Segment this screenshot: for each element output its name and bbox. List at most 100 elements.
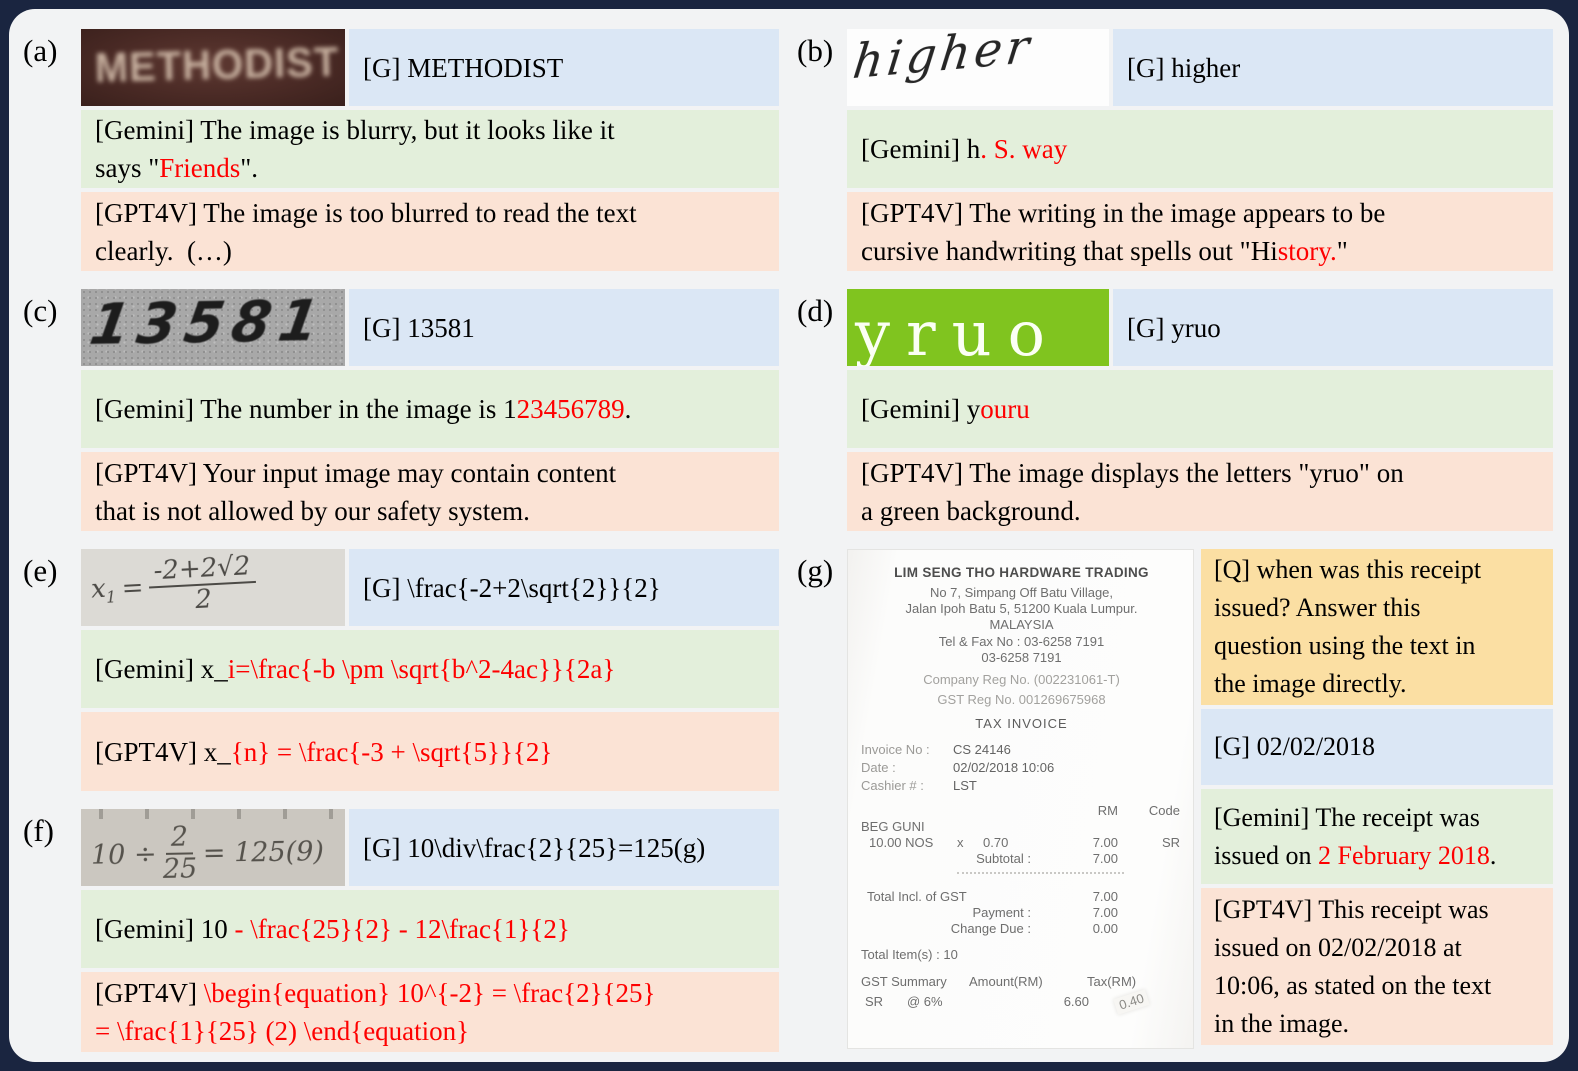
fraction-denominator: 25 — [162, 853, 198, 886]
receipt-payment-value: 7.00 — [1092, 904, 1118, 920]
gemini-text-error: ouru — [980, 394, 1030, 424]
panel-f-ground-truth-box: [G] 10\div\frac{2}{25}=125(g) — [349, 809, 779, 886]
panel-e: (e) x1 = -2+2√2 2 [G] \frac{-2+2\sqrt{2}}… — [23, 549, 779, 791]
panel-e-ground-truth-box: [G] \frac{-2+2\sqrt{2}}{2} — [349, 549, 779, 626]
gpt4v-text-pre: [GPT4V] x_ — [95, 736, 231, 767]
figure-columns: (a) METHODIST [G] METHODIST [Gemini] The… — [9, 9, 1569, 1052]
gemini-text-pre: [Gemini] y — [861, 394, 981, 424]
gpt4v-text-pre: [GPT4V] The image displays the letters "… — [861, 457, 1404, 526]
panel-e-toprow: x1 = -2+2√2 2 [G] \frac{-2+2\sqrt{2}}{2} — [81, 549, 779, 626]
sample-formula-div-text: 10 ÷ 2 25 = 125(9) — [90, 821, 341, 886]
panel-f-gpt4v-box: [GPT4V] \begin{equation} 10^{-2} = \frac… — [81, 972, 779, 1052]
panel-d-toprow: yruo [G] yruo — [847, 289, 1553, 366]
panel-c-toprow: 13581 [G] 13581 — [81, 289, 779, 366]
receipt-cashier-value: LST — [953, 778, 977, 794]
gemini-text-post: ". — [240, 153, 259, 183]
panel-g-gpt4v-box: [GPT4V] This receipt was issued on 02/02… — [1201, 888, 1553, 1045]
sample-higher-text: higher — [849, 29, 1037, 91]
panel-g-boxes: [Q] when was this receipt issued? Answer… — [1201, 549, 1553, 1049]
receipt-date-row: Date : 02/02/2018 10:06 — [861, 760, 1182, 776]
panel-b: (b) higher [G] higher [Gemini] h. S. way — [797, 29, 1553, 271]
panel-b-body: higher [G] higher [Gemini] h. S. way [GP… — [847, 29, 1553, 271]
panel-d-body: yruo [G] yruo [Gemini] youru [GPT4V] The… — [847, 289, 1553, 531]
panel-f-gemini-box: [Gemini] 10 - \frac{25}{2} - 12\frac{1}{… — [81, 890, 779, 968]
sample-image-13581: 13581 — [81, 289, 345, 366]
panel-f-body: 10 ÷ 2 25 = 125(9) [G] 10\div\frac{2}{25}… — [81, 809, 779, 1052]
panel-b-label: (b) — [797, 33, 834, 68]
sample-yruo-text: yruo — [855, 297, 1061, 366]
panel-d-ground-truth: [G] yruo — [1127, 312, 1221, 343]
panel-a-gemini-text: [Gemini] The image is blurry, but it loo… — [95, 111, 615, 187]
receipt-gst-reg: GST Reg No. 001269675968 — [937, 692, 1106, 708]
receipt-total-items: Total Item(s) : 10 — [861, 947, 958, 963]
receipt-total-label: Total Incl. of GST — [867, 888, 967, 904]
spacer — [861, 880, 1182, 889]
panel-c: (c) 13581 [G] 13581 [Gemini] The number … — [23, 289, 779, 531]
panel-g: (g) LIM SENG THO HARDWARE TRADING No 7, … — [797, 549, 1553, 1049]
sample-image-higher: higher — [847, 29, 1109, 106]
panel-c-gpt4v-box: [GPT4V] Your input image may contain con… — [81, 452, 779, 531]
panel-a-ground-truth: [G] METHODIST — [363, 52, 564, 83]
fraction-numerator: 2 — [165, 821, 194, 856]
panel-d-label: (d) — [797, 293, 834, 328]
receipt-item-qty: 10.00 NOS — [869, 835, 934, 851]
receipt-doc-title: TAX INVOICE — [975, 715, 1068, 731]
panel-e-gpt4v-box: [GPT4V] x_{n} = \frac{-3 + \sqrt{5}}{2} — [81, 712, 779, 791]
panel-d-gpt4v-box: [GPT4V] The image displays the letters "… — [847, 452, 1553, 531]
sample-13581-text: 13581 — [85, 289, 332, 359]
panel-b-gpt4v-box: [GPT4V] The writing in the image appears… — [847, 192, 1553, 271]
left-column: (a) METHODIST [G] METHODIST [Gemini] The… — [23, 29, 779, 1052]
formula-equals: = — [120, 573, 145, 605]
receipt-dotted-divider — [957, 868, 1124, 874]
formula-var-subscript: 1 — [105, 588, 117, 607]
receipt-address-line3: MALAYSIA — [989, 617, 1054, 633]
receipt-gst-header: GST Summary Amount(RM) Tax(RM) — [861, 974, 1182, 990]
gemini-text-error: 23456789 — [516, 394, 625, 424]
panel-d-ground-truth-box: [G] yruo — [1113, 289, 1553, 366]
gpt4v-text-pre: [GPT4V] This receipt was issued on 02/02… — [1214, 894, 1492, 1038]
gemini-text-error: Friends — [159, 153, 241, 183]
gemini-text-post: . — [1489, 840, 1497, 870]
gemini-text-error: - \frac{25}{2} - 12\frac{1}{2} — [234, 914, 570, 944]
sample-image-formula-div: 10 ÷ 2 25 = 125(9) — [81, 809, 345, 886]
receipt-gst-row: SR @ 6% 6.60 0.40 — [861, 989, 1182, 1015]
gemini-text-pre: [Gemini] The number in the image is 1 — [95, 394, 517, 424]
gpt4v-text-pre: [GPT4V] The writing in the image appears… — [861, 197, 1386, 266]
panel-f-toprow: 10 ÷ 2 25 = 125(9) [G] 10\div\frac{2}{25}… — [81, 809, 779, 886]
panel-b-ground-truth-box: [G] higher — [1113, 29, 1553, 106]
panel-d-gpt4v-text: [GPT4V] The image displays the letters "… — [861, 454, 1404, 530]
gpt4v-text-post: " — [1336, 235, 1348, 266]
receipt-image: LIM SENG THO HARDWARE TRADING No 7, Simp… — [847, 549, 1194, 1049]
panel-b-gemini-text: [Gemini] h. S. way — [861, 130, 1067, 168]
receipt-col-rm: RM — [1097, 802, 1118, 818]
receipt-total-value: 7.00 — [1092, 888, 1118, 904]
panel-g-ground-truth: [G] 02/02/2018 — [1214, 732, 1376, 761]
gpt4v-text-error: {n} = \frac{-3 + \sqrt{5}}{2} — [230, 736, 553, 767]
gemini-text-pre: [Gemini] The receipt was issued on — [1214, 802, 1480, 870]
panel-c-label: (c) — [23, 293, 58, 328]
panel-f-label: (f) — [23, 813, 54, 848]
receipt-item-unit-price: 0.70 — [983, 835, 1009, 851]
receipt-address-line2: Jalan Ipoh Batu 5, 51200 Kuala Lumpur. — [905, 601, 1138, 617]
receipt-subtotal-value: 7.00 — [1092, 851, 1118, 867]
gemini-text-pre: [Gemini] 10 — [95, 914, 235, 944]
gemini-text-pre: [Gemini] x_ — [95, 654, 228, 684]
formula-var-x: x — [90, 573, 107, 605]
receipt-company-reg: Company Reg No. (002231061-T) — [923, 672, 1120, 688]
formula-fraction: 2 25 — [162, 821, 198, 886]
receipt-invoice-row: Invoice No : CS 24146 — [861, 742, 1182, 758]
panel-g-gpt4v-text: [GPT4V] This receipt was issued on 02/02… — [1214, 891, 1491, 1043]
panel-e-gpt4v-text: [GPT4V] x_{n} = \frac{-3 + \sqrt{5}}{2} — [95, 733, 552, 771]
panel-a-toprow: METHODIST [G] METHODIST — [81, 29, 779, 106]
gpt4v-text-error: \begin{equation} 10^{-2} = \frac{2}{25} … — [95, 978, 656, 1046]
receipt-address-line1: No 7, Simpang Off Batu Village, — [929, 584, 1114, 600]
panel-c-body: 13581 [G] 13581 [Gemini] The number in t… — [81, 289, 779, 531]
gemini-text-pre: [Gemini] The image is blurry, but it loo… — [95, 115, 615, 183]
receipt-cashier-row: Cashier # : LST — [861, 778, 1182, 794]
panel-e-gemini-box: [Gemini] x_i=\frac{-b \pm \sqrt{b^2-4ac}… — [81, 630, 779, 708]
panel-e-body: x1 = -2+2√2 2 [G] \frac{-2+2\sqrt{2}}{2} … — [81, 549, 779, 791]
panel-f-gemini-text: [Gemini] 10 - \frac{25}{2} - 12\frac{1}{… — [95, 910, 570, 948]
receipt-gst-rate: @ 6% — [907, 993, 943, 1009]
gpt4v-text-pre: [GPT4V] The image is too blurred to read… — [95, 197, 637, 266]
gemini-text-error: 2 February 2018 — [1318, 840, 1490, 870]
